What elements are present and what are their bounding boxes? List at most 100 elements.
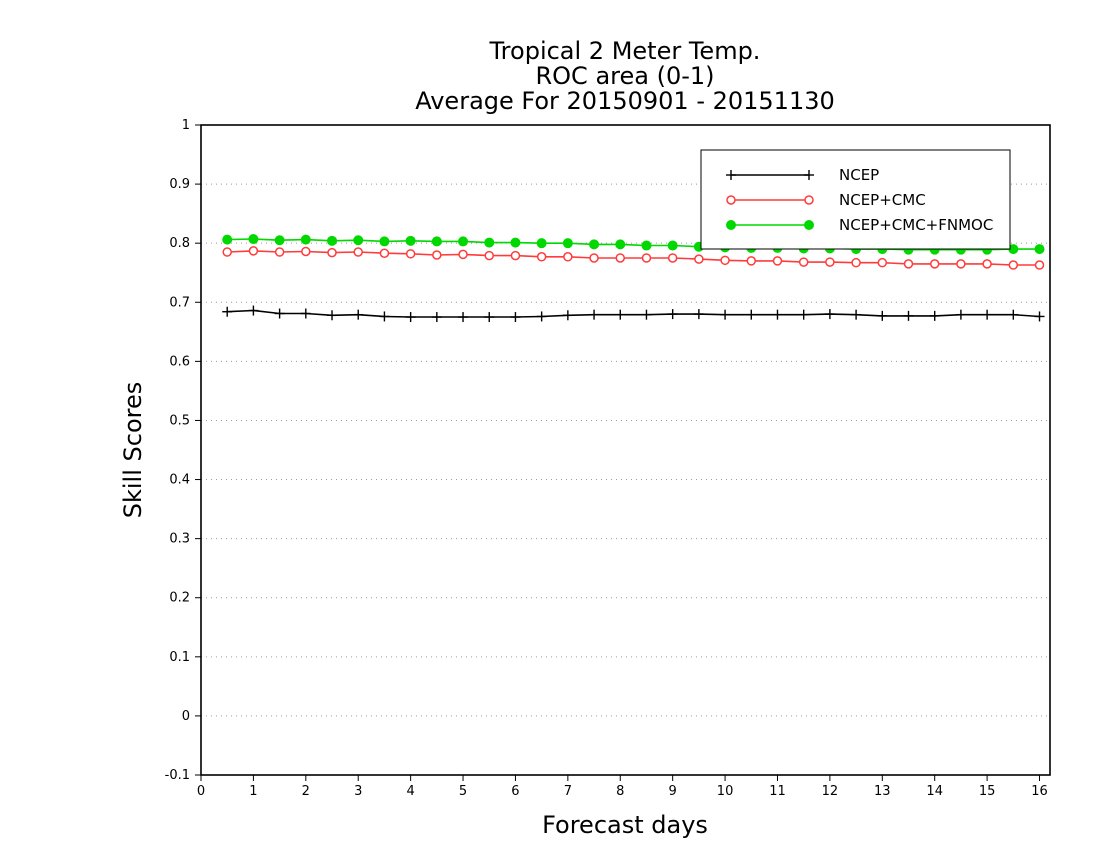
- x-tick-label: 8: [616, 784, 624, 799]
- ncep-marker: [903, 310, 914, 321]
- y-tick-label: 0.9: [169, 177, 190, 192]
- ncep-marker: [484, 312, 495, 323]
- ncep-marker: [300, 308, 311, 319]
- ncep-marker: [353, 309, 364, 320]
- ncep-cmc-marker: [405, 249, 416, 259]
- ncep-cmc-fnmoc-marker: [300, 234, 311, 245]
- x-tick-label: 15: [979, 784, 996, 799]
- ncep-cmc-marker: [615, 253, 626, 263]
- ncep-cmc-marker: [772, 256, 783, 266]
- ncep-marker: [431, 312, 442, 323]
- x-tick-label: 16: [1031, 784, 1048, 799]
- ncep-cmc-marker: [929, 259, 940, 269]
- ncep-cmc-marker: [274, 247, 285, 257]
- title-line-2: ROC area (0-1): [535, 62, 714, 90]
- ncep-marker: [877, 310, 888, 321]
- ncep-marker: [667, 309, 678, 320]
- plot-frame: [200, 124, 1051, 776]
- y-tick-label: 0: [182, 709, 190, 724]
- ncep-cmc-marker: [327, 247, 337, 258]
- ncep-marker: [720, 309, 731, 320]
- legend-entry: NCEP: [726, 166, 879, 184]
- ncep-cmc-marker: [1034, 260, 1045, 270]
- series-line: [227, 309, 1040, 318]
- ncep-marker: [379, 311, 390, 322]
- legend-label: NCEP+CMC: [839, 191, 926, 209]
- x-tick-label: 12: [822, 784, 839, 799]
- ncep-cmc-fnmoc-marker: [327, 235, 338, 246]
- ncep-marker: [955, 309, 966, 320]
- ncep-cmc-fnmoc-marker: [615, 239, 626, 250]
- ncep-marker: [562, 310, 573, 321]
- ncep-marker: [746, 309, 757, 320]
- x-tick-label: 14: [926, 784, 943, 799]
- x-axis-title: Forecast days: [542, 811, 708, 839]
- ncep-marker: [1008, 309, 1019, 320]
- ncep-cmc-fnmoc-marker: [274, 235, 285, 246]
- x-tick-label: 13: [874, 784, 891, 799]
- ncep-cmc-fnmoc-marker: [484, 237, 495, 248]
- y-tick-label: 0.1: [169, 650, 190, 665]
- ncep-cmc-fnmoc-marker: [431, 236, 442, 247]
- y-tick-label: 0.3: [169, 532, 190, 547]
- ncep-cmc-marker: [563, 252, 573, 262]
- ncep-marker: [772, 309, 783, 320]
- ncep-cmc-marker: [877, 257, 888, 268]
- ncep-marker: [615, 309, 626, 320]
- ncep-marker: [824, 309, 835, 320]
- legend-entry: NCEP+CMC: [726, 191, 926, 209]
- chart-title: Tropical 2 Meter Temp. ROC area (0-1) Av…: [415, 37, 835, 115]
- x-tick-label: 11: [769, 784, 786, 799]
- ncep-cmc-fnmoc-marker: [510, 237, 521, 248]
- ncep-marker: [222, 306, 233, 317]
- ncep-cmc-fnmoc-marker: [536, 238, 547, 249]
- ncep-cmc-fnmoc-marker: [726, 220, 736, 230]
- ncep-marker: [982, 309, 993, 320]
- x-tick-label: 5: [459, 784, 467, 799]
- ncep-cmc-fnmoc-marker: [379, 236, 390, 247]
- ncep-cmc-marker: [694, 254, 704, 264]
- ncep-cmc-marker: [458, 249, 468, 260]
- x-tick-label: 6: [511, 784, 519, 799]
- ncep-marker: [798, 309, 809, 320]
- series-0: [222, 305, 1045, 323]
- legend: NCEP NCEP+CMC NCEP+CMC+FNMOC: [700, 149, 1011, 250]
- y-tick-label: -0.1: [165, 768, 190, 783]
- axes-layer: -0.100.10.20.30.40.50.60.70.80.910 1 2 3 4 5 6…: [165, 118, 1051, 799]
- ncep-marker: [248, 305, 259, 316]
- x-tick-label: 10: [717, 784, 734, 799]
- y-tick-label: 0.4: [169, 473, 190, 488]
- legend-label: NCEP+CMC+FNMOC: [839, 216, 993, 234]
- ncep-cmc-fnmoc-marker: [458, 236, 469, 247]
- ncep-cmc-marker: [667, 253, 678, 263]
- y-tick-label: 0.8: [169, 236, 190, 251]
- ncep-marker: [726, 170, 736, 180]
- y-axis-title: Skill Scores: [119, 382, 147, 519]
- ncep-cmc-marker: [956, 259, 966, 269]
- x-tick-label: 9: [669, 784, 677, 799]
- ncep-marker: [274, 308, 285, 319]
- ncep-cmc-fnmoc-marker: [667, 240, 678, 251]
- ncep-marker: [589, 309, 600, 320]
- ncep-cmc-marker: [746, 256, 757, 266]
- ncep-cmc-fnmoc-marker: [222, 234, 233, 245]
- legend-entry: NCEP+CMC+FNMOC: [726, 216, 993, 234]
- ncep-marker: [510, 312, 521, 323]
- x-tick-label: 7: [564, 784, 572, 799]
- ncep-marker: [536, 311, 547, 322]
- ncep-marker: [458, 312, 469, 323]
- ncep-marker: [641, 309, 652, 320]
- ncep-cmc-marker: [222, 247, 232, 257]
- ncep-cmc-marker: [982, 259, 992, 269]
- ncep-cmc-marker: [589, 253, 599, 263]
- ncep-cmc-marker: [301, 246, 311, 257]
- x-tick-label: 0: [197, 784, 205, 799]
- ncep-cmc-fnmoc-marker: [1034, 244, 1045, 255]
- x-tick-label: 2: [302, 784, 310, 799]
- title-line-1: Tropical 2 Meter Temp.: [489, 37, 761, 65]
- ncep-cmc-fnmoc-marker: [804, 220, 814, 230]
- ncep-marker: [804, 170, 814, 180]
- ncep-cmc-fnmoc-marker: [589, 239, 600, 250]
- ncep-cmc-marker: [641, 253, 652, 263]
